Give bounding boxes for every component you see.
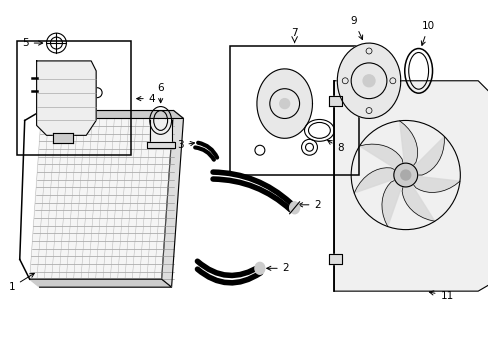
Polygon shape (257, 69, 313, 138)
Polygon shape (337, 43, 401, 118)
Text: 8: 8 (328, 140, 344, 153)
Polygon shape (402, 175, 435, 221)
Text: 4: 4 (137, 94, 155, 104)
Polygon shape (329, 255, 342, 264)
Polygon shape (406, 136, 444, 175)
Circle shape (401, 170, 411, 180)
Polygon shape (42, 111, 183, 118)
Text: 6: 6 (157, 83, 164, 103)
Text: 2: 2 (267, 263, 289, 273)
Circle shape (394, 163, 417, 187)
Polygon shape (334, 81, 490, 291)
Text: 11: 11 (429, 291, 454, 301)
Polygon shape (400, 121, 417, 175)
Polygon shape (354, 168, 406, 193)
Polygon shape (406, 175, 460, 193)
Polygon shape (37, 61, 96, 135)
Text: 9: 9 (351, 16, 363, 40)
Polygon shape (150, 121, 172, 148)
Polygon shape (30, 111, 173, 279)
Text: 5: 5 (22, 38, 43, 48)
Bar (53, 133, 74, 143)
Circle shape (280, 99, 290, 109)
Polygon shape (30, 279, 172, 287)
Polygon shape (382, 175, 406, 226)
Ellipse shape (290, 202, 299, 214)
Text: 7: 7 (291, 28, 298, 38)
Bar (17, 41, 131, 155)
Text: 2: 2 (298, 200, 321, 210)
Circle shape (363, 75, 375, 87)
Ellipse shape (255, 262, 265, 274)
Polygon shape (329, 96, 342, 105)
Polygon shape (162, 111, 183, 287)
Polygon shape (147, 142, 174, 148)
Bar (230, 46, 359, 175)
Polygon shape (360, 144, 406, 175)
Text: 3: 3 (177, 140, 195, 150)
Text: 1: 1 (8, 273, 34, 292)
Text: 10: 10 (421, 21, 435, 45)
